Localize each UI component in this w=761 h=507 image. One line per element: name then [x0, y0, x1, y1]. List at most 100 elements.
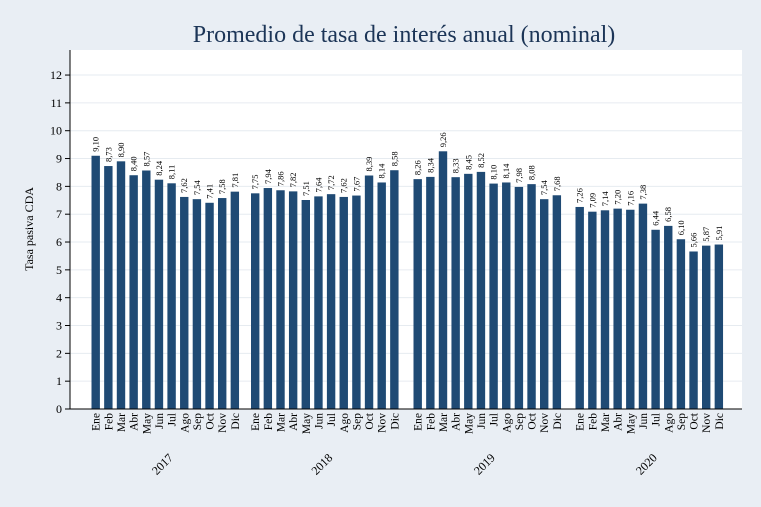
value-label: 7,68 [552, 176, 562, 191]
bar-2019-oct [527, 184, 536, 409]
value-label: 7,98 [514, 168, 524, 183]
value-label: 8,08 [527, 165, 537, 180]
value-label: 7,41 [205, 184, 215, 199]
bar-2019-feb [426, 176, 435, 409]
bar-2019-jul [489, 183, 498, 409]
bar-2018-mar [276, 190, 285, 409]
month-label: Ene [575, 413, 587, 431]
bar-2018-may [301, 200, 310, 409]
y-tick-label: 11 [50, 96, 62, 110]
value-label: 7,20 [613, 190, 623, 205]
bar-2018-nov [377, 182, 386, 409]
month-label: Abr [451, 413, 463, 431]
month-label: Ago [501, 413, 513, 433]
value-label: 8,58 [389, 151, 399, 166]
bar-2019-sep [514, 186, 524, 409]
bar-2020-may [626, 209, 635, 409]
y-axis-label: Tasa pasiva CDA [22, 187, 36, 271]
value-label: 8,14 [377, 163, 387, 179]
bar-2017-dic [230, 191, 240, 409]
y-tick-label: 5 [56, 263, 62, 277]
month-label: Mar [116, 413, 128, 432]
value-label: 7,64 [313, 177, 323, 193]
value-label: 8,26 [413, 160, 423, 175]
bar-2020-mar [600, 210, 610, 409]
month-label: Abr [288, 413, 300, 431]
value-label: 7,09 [587, 193, 597, 208]
bar-2017-nov [218, 198, 227, 409]
month-label: Nov [539, 413, 551, 433]
chart-title: Promedio de tasa de interés anual (nomin… [193, 22, 616, 48]
month-label: Nov [217, 413, 229, 433]
value-label: 6,44 [651, 210, 661, 226]
month-label: Ene [91, 413, 103, 431]
month-label: Sep [514, 413, 526, 431]
month-label: May [301, 413, 313, 434]
y-tick-label: 1 [56, 374, 62, 388]
month-label: Dic [389, 413, 401, 430]
y-tick-label: 12 [50, 68, 62, 82]
value-label: 6,10 [676, 220, 686, 235]
month-label: May [141, 413, 153, 434]
bar-2018-dic [390, 170, 399, 409]
value-label: 8,11 [167, 165, 177, 180]
value-label: 7,26 [575, 188, 585, 203]
bar-2018-jun [314, 196, 323, 409]
bar-2017-may [142, 170, 151, 409]
month-label: Ene [250, 413, 262, 431]
bar-2018-feb [263, 188, 273, 409]
bar-2020-ene [575, 206, 584, 409]
value-label: 7,94 [263, 168, 273, 184]
bar-2019-mar [438, 151, 448, 409]
bar-2017-ago [180, 196, 189, 409]
month-label: Sep [351, 413, 363, 431]
bar-2020-abr [613, 208, 622, 409]
y-tick-label: 4 [56, 291, 62, 305]
bar-2020-ago [664, 225, 673, 409]
value-label: 9,10 [91, 137, 101, 152]
month-label: Feb [263, 413, 275, 431]
bar-2017-mar [116, 161, 126, 409]
month-label: Feb [103, 413, 115, 431]
bar-2020-sep [676, 239, 686, 409]
value-label: 7,81 [230, 173, 240, 188]
value-label: 8,39 [364, 157, 374, 172]
bar-2019-dic [552, 195, 562, 409]
month-label: Feb [425, 413, 437, 431]
value-label: 8,33 [451, 158, 461, 173]
bar-2017-abr [129, 175, 138, 409]
month-label: Mar [438, 413, 450, 432]
month-label: Nov [377, 413, 389, 433]
value-label: 8,10 [489, 165, 499, 180]
bar-2019-ago [502, 182, 511, 409]
value-label: 8,24 [154, 160, 164, 176]
y-tick-label: 3 [56, 319, 62, 333]
bar-2020-jun [638, 203, 648, 409]
y-tick-label: 6 [56, 235, 62, 249]
bar-2018-ene [251, 193, 260, 409]
value-label: 7,72 [326, 175, 336, 190]
value-label: 7,62 [339, 178, 349, 193]
value-label: 8,40 [129, 156, 139, 171]
month-label: Jun [313, 413, 325, 429]
bar-2017-jun [154, 179, 164, 409]
month-label: Dic [230, 413, 242, 430]
value-label: 7,14 [600, 191, 610, 207]
value-label: 5,91 [714, 226, 724, 241]
month-label: Oct [364, 412, 376, 429]
month-label: Ago [663, 413, 675, 433]
month-label: Jun [154, 413, 166, 429]
value-label: 7,58 [217, 179, 227, 194]
y-tick-label: 9 [56, 152, 62, 166]
bar-2019-nov [540, 199, 549, 409]
month-label: Ago [179, 413, 191, 433]
month-label: Jul [167, 413, 179, 426]
value-label: 5,87 [701, 227, 711, 242]
value-label: 8,34 [425, 157, 435, 173]
month-label: Jul [651, 413, 663, 426]
value-label: 7,16 [625, 191, 635, 206]
bar-2020-jul [651, 229, 660, 409]
month-label: Jun [638, 413, 650, 429]
